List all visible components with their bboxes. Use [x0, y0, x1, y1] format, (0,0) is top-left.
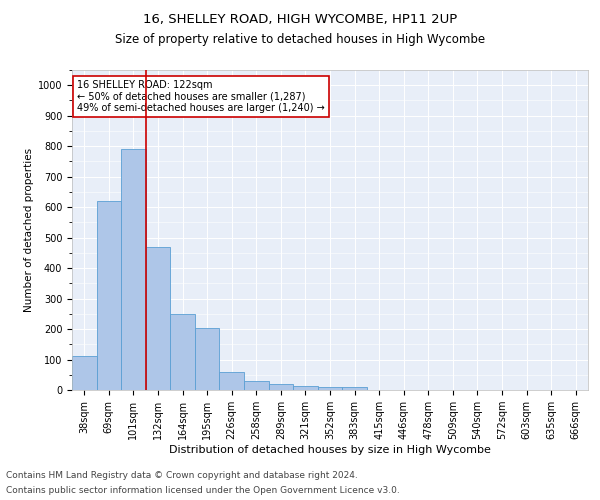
- Bar: [269, 384, 293, 390]
- Bar: [220, 372, 244, 390]
- Bar: [342, 387, 367, 390]
- Bar: [318, 387, 342, 390]
- Text: Contains HM Land Registry data © Crown copyright and database right 2024.: Contains HM Land Registry data © Crown c…: [6, 471, 358, 480]
- Bar: [72, 356, 97, 390]
- Bar: [121, 149, 146, 390]
- Bar: [293, 386, 318, 390]
- Bar: [170, 314, 195, 390]
- X-axis label: Distribution of detached houses by size in High Wycombe: Distribution of detached houses by size …: [169, 445, 491, 455]
- Bar: [244, 381, 269, 390]
- Text: 16, SHELLEY ROAD, HIGH WYCOMBE, HP11 2UP: 16, SHELLEY ROAD, HIGH WYCOMBE, HP11 2UP: [143, 12, 457, 26]
- Text: 16 SHELLEY ROAD: 122sqm
← 50% of detached houses are smaller (1,287)
49% of semi: 16 SHELLEY ROAD: 122sqm ← 50% of detache…: [77, 80, 325, 113]
- Bar: [146, 247, 170, 390]
- Text: Contains public sector information licensed under the Open Government Licence v3: Contains public sector information licen…: [6, 486, 400, 495]
- Bar: [97, 201, 121, 390]
- Bar: [195, 328, 220, 390]
- Text: Size of property relative to detached houses in High Wycombe: Size of property relative to detached ho…: [115, 32, 485, 46]
- Y-axis label: Number of detached properties: Number of detached properties: [23, 148, 34, 312]
